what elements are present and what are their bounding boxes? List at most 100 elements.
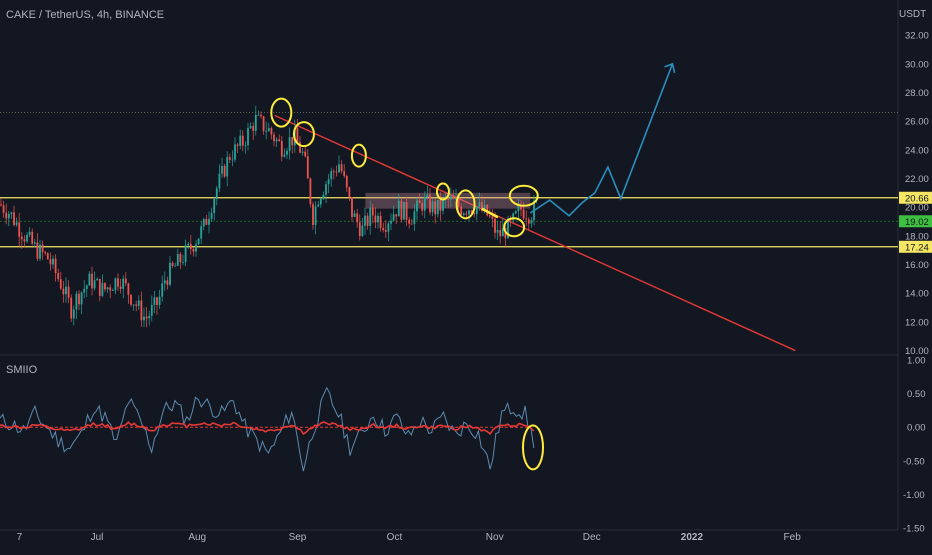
price-tick-label: 20.00 [905, 203, 929, 214]
candle [369, 200, 372, 235]
candle [348, 186, 351, 202]
candle [98, 278, 101, 302]
candle [400, 198, 403, 223]
projection-path [529, 63, 674, 217]
candle-body [314, 206, 317, 225]
candle [130, 294, 132, 307]
candle-body [111, 290, 114, 292]
candle [525, 210, 528, 227]
annotation-circle [435, 182, 450, 201]
candle [273, 132, 275, 147]
candle-body [413, 211, 416, 225]
candle-body [530, 220, 533, 224]
candle [340, 160, 343, 174]
candle-body [166, 280, 169, 285]
candle-body [18, 222, 21, 237]
candle [314, 201, 317, 235]
candle-body [392, 214, 395, 221]
candle [2, 200, 5, 218]
candle [39, 239, 41, 262]
candle [416, 197, 418, 221]
candle-body [442, 199, 444, 211]
candle-body [163, 280, 166, 284]
candle-body [176, 253, 179, 266]
candle [462, 211, 465, 217]
candle [286, 147, 288, 159]
price-tick-label: 14.00 [905, 289, 929, 300]
candle-body [483, 204, 486, 211]
candle [65, 277, 67, 303]
candle-body [403, 202, 405, 220]
candle-body [520, 205, 522, 210]
annotation-circle [455, 189, 476, 220]
candle-body [426, 194, 429, 198]
candle-body [189, 243, 192, 249]
candle [0, 198, 2, 207]
candle-body [486, 204, 489, 216]
candle [421, 199, 424, 216]
candle-body [262, 116, 265, 132]
candle [104, 282, 106, 293]
candle-body [501, 227, 504, 237]
candle [218, 164, 221, 193]
candle [353, 210, 356, 218]
candle [171, 261, 174, 268]
candle-body [410, 223, 413, 225]
candle-body [439, 200, 442, 211]
candle [447, 195, 450, 208]
candle-body [358, 222, 361, 237]
candle [117, 273, 119, 291]
candle-body [10, 212, 13, 214]
candle [52, 255, 54, 269]
candle [392, 205, 395, 222]
candle [327, 174, 330, 194]
candle-body [236, 144, 239, 146]
candle-body [7, 213, 10, 219]
candle-body [143, 316, 145, 321]
candle [202, 217, 205, 231]
candle [491, 209, 494, 228]
candle-body [431, 201, 434, 213]
candle-body [423, 197, 426, 211]
candle-body [449, 195, 452, 200]
candle [72, 305, 75, 326]
candle [135, 300, 138, 312]
candle [46, 252, 49, 260]
time-tick-label: Jul [91, 532, 104, 543]
candle-body [327, 179, 330, 185]
candle [291, 137, 294, 154]
candle [325, 181, 327, 204]
osc-tick-label: 0.50 [907, 389, 926, 400]
candle-body [49, 259, 52, 265]
candle [408, 217, 411, 229]
candle-body [283, 154, 286, 157]
candle [176, 248, 179, 267]
candle-body [348, 187, 351, 198]
candle-body [124, 278, 127, 284]
candle-body [291, 137, 294, 146]
candle-body [257, 114, 260, 116]
candle-body [400, 200, 403, 220]
candle-body [280, 140, 283, 157]
candle [280, 136, 283, 162]
candle [213, 196, 216, 221]
candle-body [41, 244, 44, 253]
candle [374, 207, 377, 229]
candle-body [78, 293, 80, 305]
candle [236, 143, 239, 153]
candle-body [85, 285, 88, 289]
candle-body [197, 238, 200, 245]
candle [67, 280, 70, 304]
candle [44, 250, 47, 256]
candle [208, 211, 210, 234]
candle [210, 207, 213, 222]
candle-body [75, 293, 78, 310]
candle-body [171, 262, 174, 266]
candle [478, 192, 481, 211]
candle [85, 284, 88, 297]
candle-body [135, 304, 138, 306]
candle [189, 234, 192, 255]
candle [145, 307, 148, 328]
candle-body [278, 139, 281, 141]
